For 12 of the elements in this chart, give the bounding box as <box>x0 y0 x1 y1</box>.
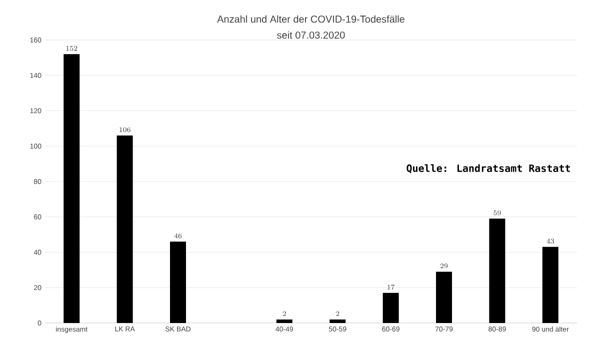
bar <box>489 218 506 323</box>
bar <box>542 246 558 323</box>
bar <box>276 319 292 323</box>
bar <box>170 242 186 323</box>
bar <box>436 272 452 323</box>
bar <box>64 54 80 323</box>
bar <box>116 136 133 323</box>
bar <box>382 292 399 323</box>
chart-title: Anzahl und Alter der COVID-19-Todesfälle <box>217 15 404 23</box>
chart-subtitle: seit 07.03.2020 <box>277 31 345 39</box>
annotation: Quelle: Landratsamt Rastatt <box>406 164 570 174</box>
bar <box>330 319 346 323</box>
